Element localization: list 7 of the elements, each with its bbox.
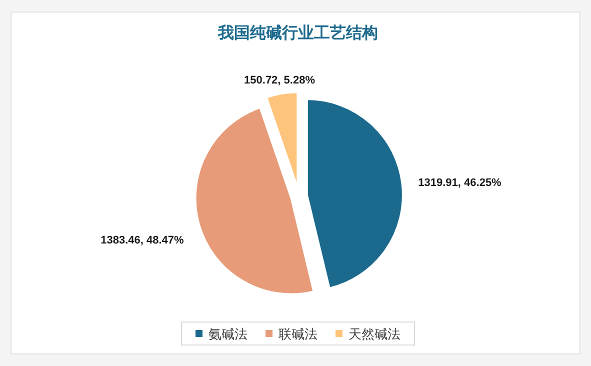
chart-title: 我国纯碱行业工艺结构 — [217, 24, 378, 42]
data-label: 1383.46, 48.47% — [100, 234, 184, 247]
legend-label: 联碱法 — [278, 326, 318, 342]
data-label: 1319.91, 46.25% — [418, 176, 502, 189]
legend-label: 天然碱法 — [348, 326, 400, 342]
data-label: 150.72, 5.28% — [244, 74, 316, 87]
legend-label: 氨碱法 — [208, 326, 248, 342]
